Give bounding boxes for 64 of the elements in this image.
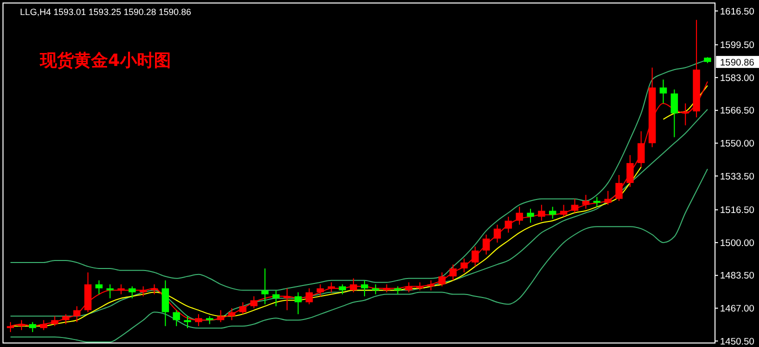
candlestick (405, 282, 412, 293)
candlestick (250, 296, 258, 309)
candlestick (482, 234, 490, 256)
text: 1590.86 (720, 57, 754, 68)
candlestick (427, 280, 435, 291)
y-tick-label: 1566.50 (720, 106, 754, 117)
candlestick (73, 306, 80, 323)
y-tick-label: 1583.00 (720, 72, 754, 84)
candlestick (140, 286, 147, 297)
candlestick (217, 310, 224, 323)
candlestick (560, 204, 568, 218)
y-tick-label: 1616.50 (720, 6, 754, 18)
line-series (10, 168, 708, 343)
candlestick (338, 284, 346, 295)
candlestick (494, 224, 501, 244)
candlestick (504, 216, 512, 234)
candlestick (128, 286, 136, 299)
candlestick (261, 268, 269, 305)
candlestick (162, 280, 169, 327)
candlestick (228, 308, 236, 321)
y-tick-label: 1550.00 (720, 138, 754, 150)
chart-subtitle: LLG,H4 1593.01 1593.25 1590.28 1590.86 (20, 7, 192, 17)
candlestick (626, 154, 634, 188)
candlestick (294, 292, 302, 315)
candlestick (184, 316, 192, 329)
candlestick (118, 284, 125, 295)
candlestick (472, 246, 479, 267)
candlestick (306, 288, 313, 305)
candlestick (460, 258, 468, 273)
candlestick (638, 130, 645, 168)
candlestick (538, 204, 546, 222)
candlestick (660, 79, 667, 104)
candlestick (372, 284, 380, 295)
candlestick (106, 284, 114, 299)
candlestick (150, 284, 158, 295)
candlestick (682, 102, 689, 126)
candlestick (593, 196, 600, 208)
text: 现货黄金4小时图 (39, 51, 171, 71)
candlestick (516, 206, 524, 226)
candlestick (615, 174, 623, 202)
y-tick-label: 1599.50 (720, 40, 754, 52)
candlestick (438, 272, 446, 287)
candlestick (670, 88, 678, 138)
candlestick (95, 280, 103, 295)
candlestick (449, 264, 457, 281)
y-tick-label: 1516.50 (720, 205, 754, 216)
candlestick (350, 278, 358, 293)
y-tick-label: 1533.50 (720, 171, 754, 182)
candlestick (239, 302, 246, 315)
candlestick (549, 206, 556, 220)
candlestick (272, 290, 280, 307)
y-tick-label: 1450.50 (720, 336, 754, 347)
candlestick (328, 282, 335, 293)
candlestick (283, 288, 291, 311)
candlestick (360, 280, 368, 297)
candlestick (582, 194, 590, 210)
candlestick (604, 190, 612, 206)
candlestick (172, 310, 180, 327)
y-tick-label: 1500.00 (720, 238, 754, 249)
y-tick-label: 1467.00 (720, 304, 754, 315)
candlestick (29, 322, 36, 333)
candlestick (571, 198, 578, 214)
y-tick-label: 1483.50 (720, 270, 754, 282)
candlestick (316, 284, 324, 297)
